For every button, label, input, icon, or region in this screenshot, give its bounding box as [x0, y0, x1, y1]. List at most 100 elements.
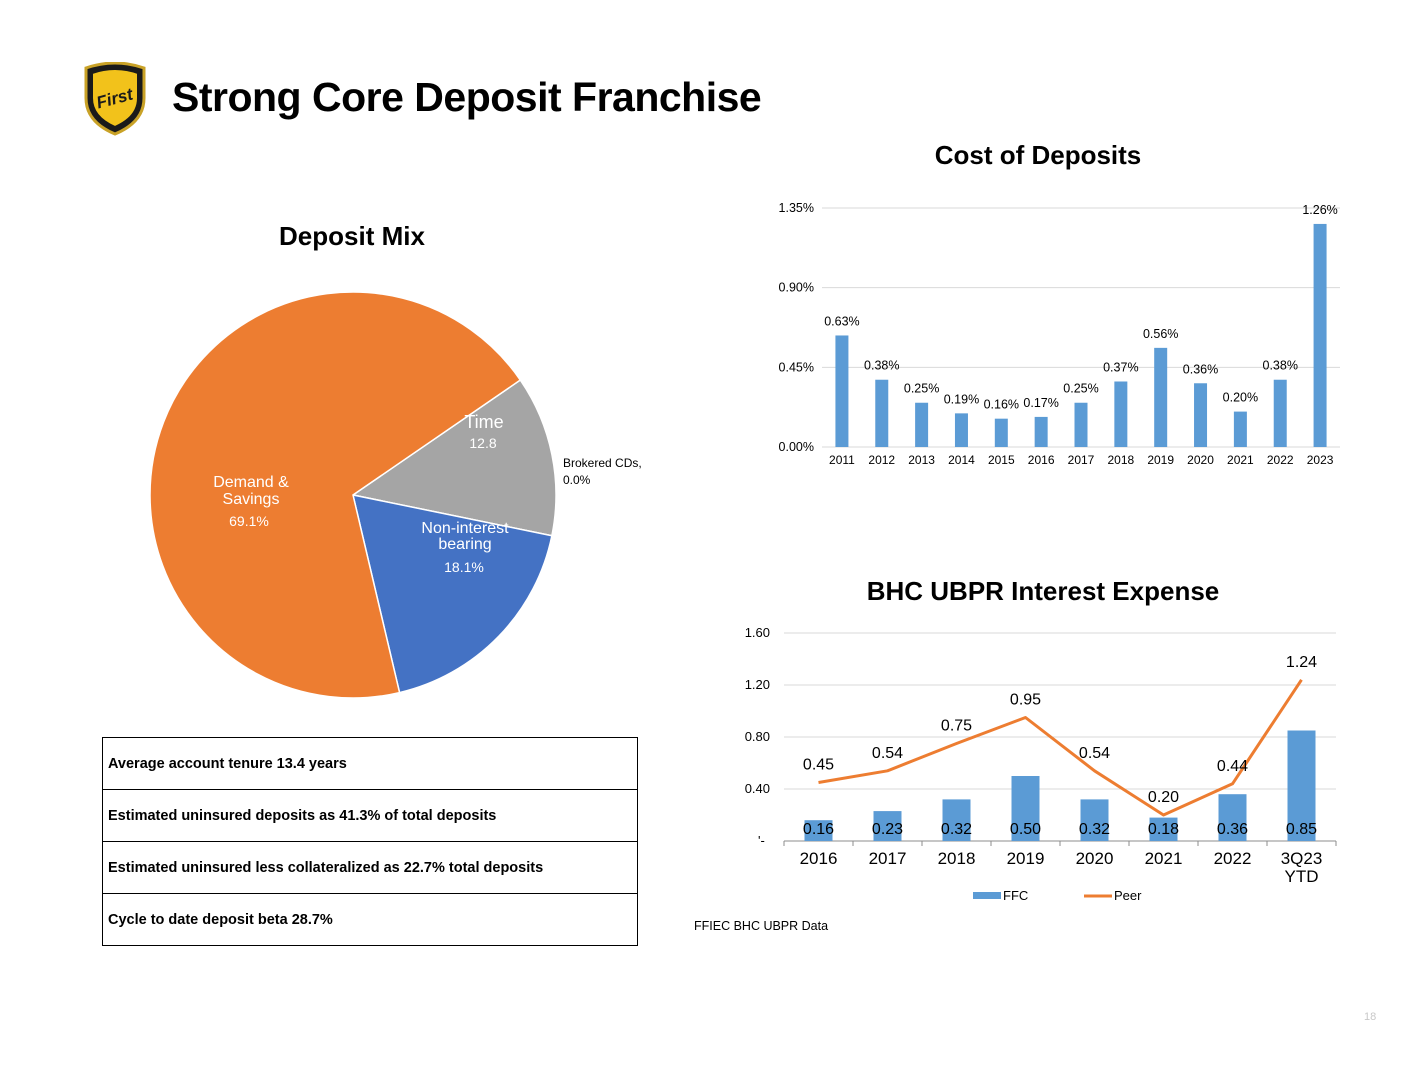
cost-of-deposits-chart: 0.00% 0.45% 0.90% 1.35% 0.63% 2011 0.38% 2012 0.… [779, 201, 1340, 467]
cost-bar-2022 [1273, 379, 1287, 447]
ffc-bar-6 [1218, 794, 1247, 841]
cost-value-label: 0.25% [904, 382, 939, 396]
legend-ffc-label: FFC [1003, 888, 1028, 903]
cost-of-deposits-title: Cost of Deposits [934, 140, 1142, 170]
ffc-value-label: 0.50 [1010, 821, 1041, 838]
cost-value-label: 0.56% [1143, 327, 1178, 341]
peer-value-label: 0.54 [1079, 745, 1110, 762]
page-title: Strong Core Deposit Franchise [172, 74, 762, 120]
cost-bar-2011 [835, 335, 849, 447]
peer-value-label: 0.44 [1217, 758, 1248, 775]
company-logo: First [82, 61, 148, 136]
x-tick-label: 2015 [988, 453, 1015, 467]
cost-value-label: 0.16% [984, 398, 1019, 412]
table-cell: Estimated uninsured less collateralized … [102, 841, 638, 894]
pie-value-demand: 69.1% [229, 513, 269, 529]
y-tick-label: '- [758, 833, 765, 848]
cost-bar-2018 [1114, 381, 1128, 447]
cost-value-label: 0.38% [1263, 359, 1298, 373]
pie-label-time: Time [464, 412, 503, 432]
x-tick-label: 2018 [938, 849, 976, 868]
cost-value-label: 0.20% [1223, 391, 1258, 405]
cost-bar-2015 [994, 418, 1008, 447]
table-cell: Average account tenure 13.4 years [102, 737, 638, 790]
pie-slice-demand-savings [149, 291, 522, 699]
table-row: Average account tenure 13.4 years [102, 737, 638, 790]
x-tick-label: 2022 [1267, 453, 1294, 467]
y-tick-label: 1.60 [745, 625, 770, 640]
ffc-bar-5 [1149, 817, 1178, 841]
deposit-mix-chart: Time 12.8 Brokered CDs, 0.0% Non-interes… [149, 291, 642, 699]
pie-slice-non-interest-bearing [352, 494, 553, 694]
x-tick-label: 2014 [948, 453, 975, 467]
table-cell: Estimated uninsured deposits as 41.3% of… [102, 789, 638, 842]
table-row: Cycle to date deposit beta 28.7% [102, 893, 638, 946]
deposit-facts-table: Average account tenure 13.4 years Estima… [102, 737, 638, 946]
y-tick-label: 0.00% [779, 440, 814, 454]
x-tick-label: 2021 [1145, 849, 1183, 868]
pie-value-noninterest: 18.1% [444, 559, 484, 575]
cost-value-label: 0.37% [1103, 360, 1138, 374]
ffc-value-label: 0.85 [1286, 821, 1317, 838]
x-tick-label: 2012 [868, 453, 895, 467]
table-row: Estimated uninsured less collateralized … [102, 841, 638, 894]
x-tick-label: 2023 [1307, 453, 1334, 467]
x-tick-label: 2022 [1214, 849, 1252, 868]
y-tick-label: 0.90% [779, 281, 814, 295]
deposit-mix-title: Deposit Mix [279, 221, 425, 251]
cost-value-label: 0.36% [1183, 362, 1218, 376]
cost-bar-2014 [954, 413, 968, 447]
pie-slice-time [351, 378, 557, 537]
legend-peer-label: Peer [1114, 888, 1142, 903]
pie-label-noninterest-line1: Non-interest [421, 520, 509, 537]
x-tick-label: 2017 [869, 849, 907, 868]
cost-bar-2023 [1313, 223, 1327, 447]
y-tick-label: 1.35% [779, 201, 814, 215]
pie-value-brokered: 0.0% [563, 473, 591, 487]
cost-bar-2021 [1233, 411, 1247, 447]
x-tick-label: 2013 [908, 453, 935, 467]
ffc-value-label: 0.36 [1217, 821, 1248, 838]
cost-bar-2012 [875, 379, 889, 447]
ffc-bar-3 [1011, 776, 1040, 841]
x-tick-label: 2020 [1076, 849, 1114, 868]
ffc-bar-4 [1080, 799, 1109, 841]
ffc-value-label: 0.23 [872, 821, 903, 838]
pie-label-brokered: Brokered CDs, [563, 456, 642, 470]
cost-bar-2016 [1034, 416, 1048, 447]
cost-value-label: 1.26% [1302, 203, 1337, 217]
ffc-bar-2 [942, 799, 971, 841]
x-tick-label: 2011 [829, 453, 855, 467]
ffc-bar-1 [873, 811, 902, 841]
ffc-value-label: 0.18 [1148, 821, 1179, 838]
cost-value-label: 0.19% [944, 392, 979, 406]
table-row: Estimated uninsured deposits as 41.3% of… [102, 789, 638, 842]
y-tick-label: 1.20 [745, 677, 770, 692]
y-tick-label: 0.40 [745, 781, 770, 796]
peer-value-label: 0.95 [1010, 692, 1041, 709]
cost-value-label: 0.63% [824, 314, 859, 328]
peer-value-label: 0.75 [941, 718, 972, 735]
cost-bar-2013 [915, 402, 929, 447]
x-tick-label: 2020 [1187, 453, 1214, 467]
peer-value-label: 0.54 [872, 745, 903, 762]
ffc-value-label: 0.32 [1079, 821, 1110, 838]
pie-label-demand-line2: Savings [223, 491, 280, 508]
x-tick-label: 2018 [1107, 453, 1134, 467]
cost-bar-2020 [1194, 383, 1208, 447]
peer-value-label: 1.24 [1286, 654, 1317, 671]
x-tick-label: 2017 [1068, 453, 1095, 467]
x-tick-label: 2016 [800, 849, 838, 868]
x-tick-label: 2019 [1147, 453, 1174, 467]
y-tick-label: 0.45% [779, 360, 814, 374]
cost-bar-2017 [1074, 402, 1088, 447]
pie-value-time: 12.8 [469, 435, 496, 451]
x-tick-label: 2021 [1227, 453, 1254, 467]
x-tick-label: 2016 [1028, 453, 1055, 467]
pie-label-demand-line1: Demand & [213, 474, 289, 491]
cost-bar-2019 [1154, 347, 1168, 447]
ubpr-interest-expense-title: BHC UBPR Interest Expense [866, 576, 1220, 606]
y-tick-label: 0.80 [745, 729, 770, 744]
x-tick-label: YTD [1285, 867, 1319, 886]
peer-value-label: 0.20 [1148, 789, 1179, 806]
